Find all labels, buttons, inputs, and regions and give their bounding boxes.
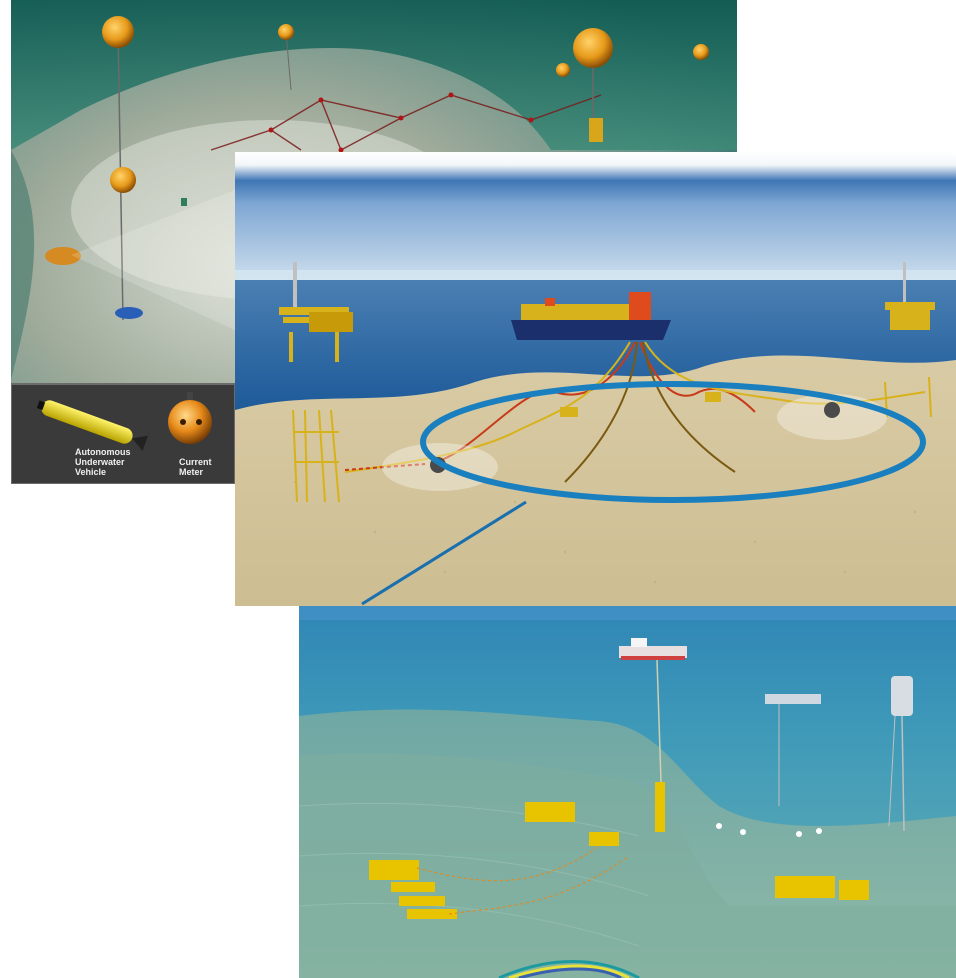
auv-label-line2: Underwater [75, 457, 125, 467]
left-platform [279, 262, 353, 362]
subsea-layout-image [299, 606, 956, 978]
legend-labels: Autonomous Underwater Vehicle Current Me… [75, 447, 212, 477]
current-meter-label-line2: Meter [179, 467, 204, 477]
callout-ring [420, 381, 926, 503]
auv-label-line1: Autonomous [75, 447, 131, 457]
auv-label-line3: Vehicle [75, 467, 106, 477]
fpso-vessel [511, 292, 671, 340]
current-meter-icon [168, 392, 212, 444]
current-meter-label-line1: Current [179, 457, 212, 467]
field-overview-image [235, 152, 956, 606]
legend-item-auv [17, 392, 157, 482]
legend-item-current-meter [161, 392, 221, 448]
auv-icon [36, 400, 148, 451]
surface-vessel [619, 638, 687, 660]
